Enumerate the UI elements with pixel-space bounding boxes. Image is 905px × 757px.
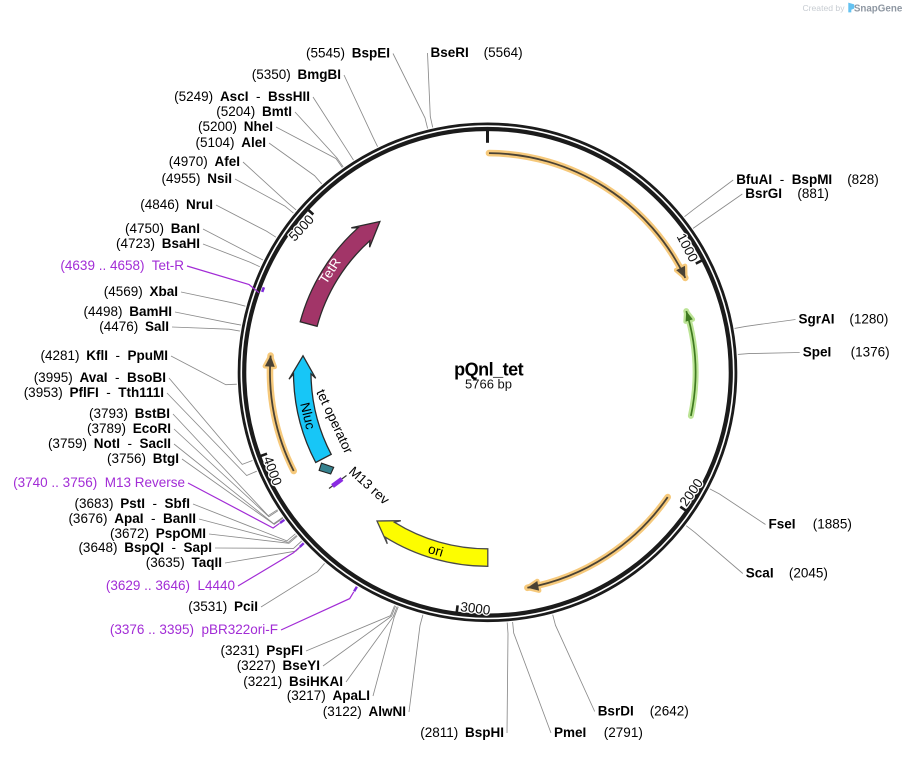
svg-text:(4639 .. 4658) Tet-R: (4639 .. 4658) Tet-R bbox=[60, 258, 184, 273]
svg-text:(4955) NsiI: (4955) NsiI bbox=[161, 171, 232, 186]
svg-text:pQnl_tet: pQnl_tet bbox=[454, 359, 524, 379]
svg-text:(3122) AlwNI: (3122) AlwNI bbox=[323, 704, 406, 719]
svg-text:(4723) BsaHI: (4723) BsaHI bbox=[116, 236, 200, 251]
svg-text:(2811) BspHI: (2811) BspHI bbox=[420, 725, 504, 740]
svg-text:(2045): (2045) bbox=[789, 566, 828, 581]
svg-text:(3759) NotI - SacII: (3759) NotI - SacII bbox=[48, 436, 171, 451]
svg-text:(3995) AvaI - BsoBI: (3995) AvaI - BsoBI bbox=[34, 370, 166, 385]
svg-text:SnapGene: SnapGene bbox=[854, 3, 903, 14]
svg-text:3000: 3000 bbox=[459, 599, 491, 618]
svg-text:(4476) SalI: (4476) SalI bbox=[99, 319, 169, 334]
svg-text:(5545) BspEI: (5545) BspEI bbox=[306, 46, 390, 61]
svg-text:5000: 5000 bbox=[286, 212, 317, 244]
svg-text:ScaI: ScaI bbox=[746, 566, 774, 581]
svg-text:Created by: Created by bbox=[802, 3, 845, 13]
svg-text:(881): (881) bbox=[797, 186, 829, 201]
svg-text:(3231) PspFI: (3231) PspFI bbox=[220, 643, 303, 658]
svg-text:SpeI: SpeI bbox=[803, 345, 832, 360]
svg-text:(3789) EcoRI: (3789) EcoRI bbox=[87, 421, 171, 436]
svg-text:(4569) XbaI: (4569) XbaI bbox=[104, 284, 178, 299]
svg-text:BsrGI: BsrGI bbox=[745, 186, 782, 201]
svg-text:M13 rev: M13 rev bbox=[346, 464, 392, 508]
svg-text:BseRI: BseRI bbox=[431, 45, 469, 60]
svg-text:(5200) NheI: (5200) NheI bbox=[198, 119, 273, 134]
svg-text:(2642): (2642) bbox=[650, 704, 689, 719]
svg-text:(3756) BtgI: (3756) BtgI bbox=[107, 451, 179, 466]
svg-text:(1885): (1885) bbox=[813, 517, 852, 532]
svg-text:(3376 .. 3395) pBR322ori-F: (3376 .. 3395) pBR322ori-F bbox=[110, 622, 278, 637]
svg-text:(3635) TaqII: (3635) TaqII bbox=[146, 555, 222, 570]
svg-text:SgrAI: SgrAI bbox=[799, 312, 835, 327]
svg-text:(3217) ApaLI: (3217) ApaLI bbox=[287, 688, 370, 703]
svg-text:FseI: FseI bbox=[769, 517, 796, 532]
svg-text:Nluc: Nluc bbox=[297, 401, 318, 431]
svg-text:(5350) BmgBI: (5350) BmgBI bbox=[252, 67, 341, 82]
svg-text:BfuAI - BspMI: BfuAI - BspMI bbox=[736, 172, 832, 187]
svg-text:(4846) NruI: (4846) NruI bbox=[140, 197, 213, 212]
svg-text:(3629 .. 3646) L4440: (3629 .. 3646) L4440 bbox=[106, 578, 235, 593]
svg-text:(4281) KflI - PpuMI: (4281) KflI - PpuMI bbox=[40, 348, 168, 363]
svg-text:(3672) PspOMI: (3672) PspOMI bbox=[110, 526, 206, 541]
svg-text:5766 bp: 5766 bp bbox=[465, 377, 512, 392]
svg-text:3000: 3000 bbox=[459, 599, 491, 618]
svg-text:(5104) AleI: (5104) AleI bbox=[195, 135, 266, 150]
svg-text:(2791): (2791) bbox=[604, 725, 643, 740]
svg-text:(3676) ApaI - BanII: (3676) ApaI - BanII bbox=[68, 511, 196, 526]
svg-text:(4498) BamHI: (4498) BamHI bbox=[83, 304, 172, 319]
svg-text:(5564): (5564) bbox=[484, 45, 523, 60]
svg-text:(5249) AscI - BssHII: (5249) AscI - BssHII bbox=[174, 89, 310, 104]
svg-text:ori: ori bbox=[426, 541, 445, 560]
svg-text:(3683) PstI - SbfI: (3683) PstI - SbfI bbox=[74, 496, 190, 511]
svg-text:(3953) PflFI - Tth111I: (3953) PflFI - Tth111I bbox=[24, 385, 164, 400]
svg-text:(4750) BanI: (4750) BanI bbox=[125, 221, 200, 236]
svg-text:(1376): (1376) bbox=[851, 345, 890, 360]
svg-text:PmeI: PmeI bbox=[554, 725, 586, 740]
svg-text:(3793) BstBI: (3793) BstBI bbox=[89, 406, 170, 421]
svg-text:(3221) BsiHKAI: (3221) BsiHKAI bbox=[243, 674, 343, 689]
svg-text:(4970) AfeI: (4970) AfeI bbox=[169, 154, 240, 169]
svg-text:(828): (828) bbox=[847, 172, 879, 187]
svg-text:(3648) BspQI - SapI: (3648) BspQI - SapI bbox=[78, 540, 212, 555]
svg-text:(5204) BmtI: (5204) BmtI bbox=[216, 104, 292, 119]
svg-text:(3227) BseYI: (3227) BseYI bbox=[237, 658, 320, 673]
svg-text:BsrDI: BsrDI bbox=[598, 704, 634, 719]
svg-text:(1280): (1280) bbox=[849, 312, 888, 327]
svg-text:(3740 .. 3756) M13 Reverse: (3740 .. 3756) M13 Reverse bbox=[13, 475, 185, 490]
svg-text:(3531) PciI: (3531) PciI bbox=[188, 599, 258, 614]
